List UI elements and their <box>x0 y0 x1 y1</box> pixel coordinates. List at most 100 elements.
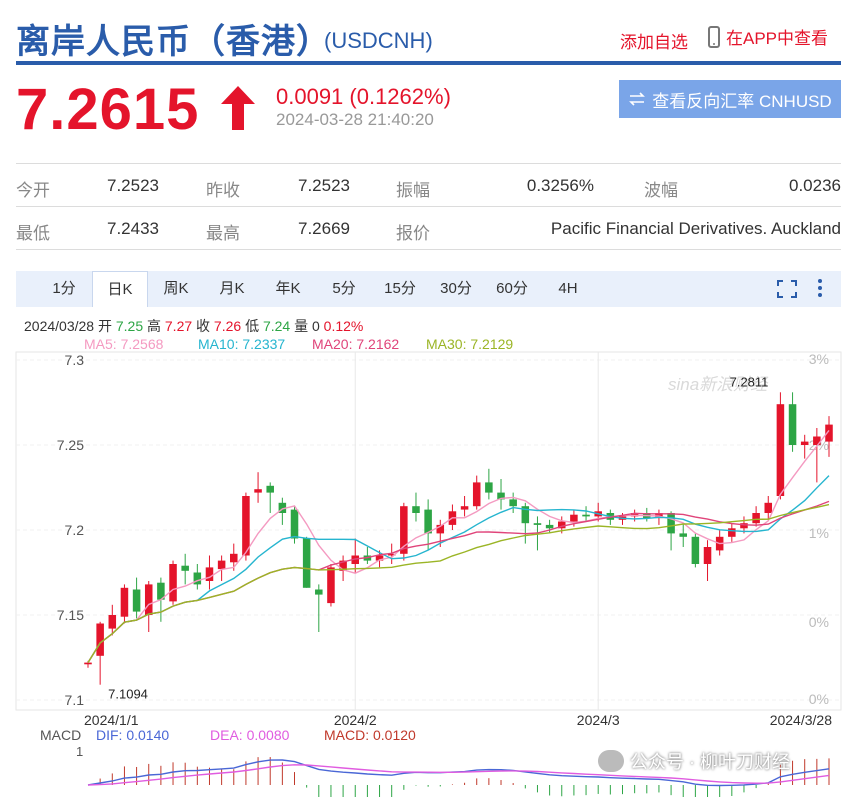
wave-label: 波幅 <box>644 181 678 200</box>
y-tick-label: 7.25 <box>57 437 84 453</box>
macd-dif: DIF: 0.0140 <box>96 727 170 743</box>
tab-15min[interactable]: 15分 <box>384 280 416 297</box>
macd-value: MACD: 0.0120 <box>324 727 416 743</box>
ohlc-close-label: 收 <box>196 318 211 334</box>
candle-body <box>108 615 117 629</box>
period-tabs: 1分 日K 周K 月K 年K 5分 15分 30分 60分 4H <box>16 271 841 307</box>
candle-body <box>509 499 517 507</box>
candle-body <box>254 489 262 493</box>
wechat-icon <box>598 750 624 772</box>
candle-body <box>813 436 821 445</box>
ohlc-close: 7.26 <box>213 318 242 334</box>
tab-daily-k[interactable]: 日K <box>92 271 148 307</box>
ohlc-readout: 2024/03/28 开 7.25 高 7.27 收 7.26 低 7.24 量… <box>24 316 363 336</box>
candle-body <box>582 514 590 517</box>
more-icon[interactable] <box>818 279 822 300</box>
candle-body <box>327 567 335 604</box>
x-tick-label: 2024/3 <box>577 712 620 728</box>
tab-monthly-k[interactable]: 月K <box>219 280 245 297</box>
candle-body <box>788 404 797 445</box>
x-axis: 2024/1/1 2024/2 2024/3 2024/3/28 <box>84 712 832 728</box>
y-axis: 7.3 7.25 7.2 7.15 7.1 <box>57 352 84 708</box>
low-value: 7.2433 <box>107 219 159 238</box>
symbol-code: (USDCNH) <box>324 28 433 53</box>
header-divider <box>16 61 841 65</box>
candle-body <box>302 538 311 588</box>
arrow-up-icon <box>218 84 258 137</box>
tab-1min[interactable]: 1分 <box>52 280 76 297</box>
chart-watermark: sina新浪财经 <box>668 375 769 394</box>
x-tick-label: 2024/2 <box>334 712 377 728</box>
candle-body <box>436 524 445 534</box>
tab-30min[interactable]: 30分 <box>440 280 472 297</box>
tab-4h[interactable]: 4H <box>558 280 578 297</box>
pct-tick-label: 1% <box>809 525 829 541</box>
last-price: 7.2615 <box>16 77 200 142</box>
candle-body <box>679 533 687 537</box>
ma5-legend: MA5: 7.2568 <box>84 336 164 352</box>
candle-body <box>667 513 675 534</box>
pct-axis: 3%2%1%0%0% <box>809 351 829 707</box>
tab-yearly-k[interactable]: 年K <box>275 280 301 297</box>
candle-body <box>375 555 384 561</box>
candle-body <box>169 564 177 602</box>
ohlc-vol: 0 <box>311 318 320 334</box>
view-in-app-button[interactable]: 在APP中查看 <box>708 24 828 49</box>
pct-tick-label: 0% <box>809 614 829 630</box>
tab-60min[interactable]: 60分 <box>496 280 528 297</box>
phone-icon <box>708 25 720 48</box>
account-watermark: 公众号 · 柳叶刀财经 <box>598 748 790 774</box>
candle-body <box>217 560 226 570</box>
candle-body <box>825 424 833 442</box>
candle-body <box>460 506 469 510</box>
ma10-legend: MA10: 7.2337 <box>198 336 286 352</box>
wave-value: 0.0236 <box>789 176 841 195</box>
view-in-app-label: 在APP中查看 <box>726 29 829 48</box>
stats-row: 最低 7.2433 最高 7.2669 报价 Pacific Financial… <box>16 206 841 250</box>
low-label: 最低 <box>16 224 50 243</box>
candle-body <box>278 502 287 513</box>
candle-body <box>776 404 785 496</box>
quote-source-label: 报价 <box>396 224 430 243</box>
open-value: 7.2523 <box>107 176 159 195</box>
high-label: 最高 <box>206 224 240 243</box>
prev-close-value: 7.2523 <box>298 176 350 195</box>
candle-body <box>545 524 554 529</box>
price-change: 0.0091 (0.1262%) <box>276 84 451 109</box>
candle-body <box>96 623 104 656</box>
ohlc-pct: 0.12% <box>323 318 364 334</box>
candle-body <box>533 523 542 525</box>
candle-body <box>800 441 809 445</box>
candle-body <box>764 502 773 513</box>
candle-body <box>728 528 736 537</box>
tab-5min[interactable]: 5分 <box>332 280 356 297</box>
ma30-legend: MA30: 7.2129 <box>426 336 514 352</box>
candle-body <box>740 523 748 529</box>
candle-body <box>290 509 299 539</box>
prev-close-label: 昨收 <box>206 181 240 200</box>
macd-axis-label: 1 <box>76 744 84 759</box>
candle-body <box>412 506 420 513</box>
candle-body <box>132 589 141 612</box>
stats-table: 今开 7.2523 昨收 7.2523 振幅 0.3256% 波幅 0.0236… <box>16 163 841 250</box>
amplitude-value: 0.3256% <box>526 176 594 195</box>
ma20-legend: MA20: 7.2162 <box>312 336 400 352</box>
candle-body <box>521 506 530 524</box>
candle-body <box>557 521 566 529</box>
ohlc-vol-label: 量 <box>294 318 309 334</box>
y-tick-label: 7.1 <box>65 692 85 708</box>
candle-body <box>703 547 712 564</box>
candle-body <box>144 584 153 615</box>
chart-frame <box>15 351 842 711</box>
quote-source-value: Pacific Financial Derivatives. Auckland <box>550 219 841 238</box>
open-label: 今开 <box>16 181 50 200</box>
add-watchlist-button[interactable]: 添加自选 <box>620 33 688 52</box>
y-tick-label: 7.2 <box>65 522 85 538</box>
fullscreen-icon[interactable] <box>776 279 798 299</box>
tab-weekly-k[interactable]: 周K <box>163 280 189 297</box>
reverse-rate-button[interactable]: 查看反向汇率 CNHUSD <box>619 80 841 118</box>
x-tick-label: 2024/1/1 <box>84 712 139 728</box>
amplitude-label: 振幅 <box>396 181 430 200</box>
ohlc-open-label: 开 <box>97 318 112 334</box>
